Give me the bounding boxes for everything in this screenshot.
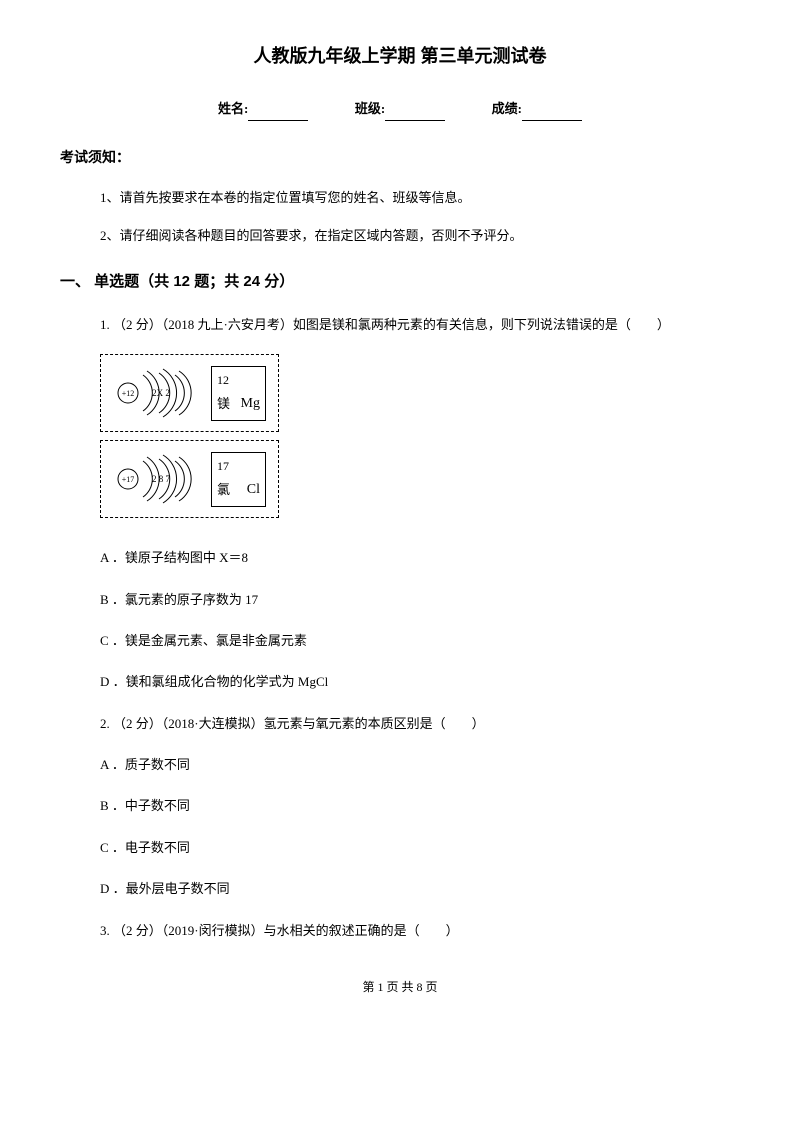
- mg-symbol: Mg: [241, 391, 260, 416]
- svg-text:2 8 7: 2 8 7: [152, 474, 171, 484]
- mg-number: 12: [217, 370, 260, 392]
- q1-figure: +12 2X 2 12 镁 Mg +17: [100, 354, 740, 526]
- instruction-2: 2、请仔细阅读各种题目的回答要求，在指定区域内答题，否则不予评分。: [100, 224, 740, 247]
- q1-option-d: D ．镁和氯组成化合物的化学式为 MgCl: [100, 670, 740, 693]
- q1-option-a: A ．镁原子结构图中 X＝8: [100, 546, 740, 569]
- q1-option-c: C ．镁是金属元素、氯是非金属元素: [100, 629, 740, 652]
- exam-notice-heading: 考试须知：: [60, 146, 740, 171]
- q2-option-d: D ．最外层电子数不同: [100, 877, 740, 900]
- student-info-line: 姓名: 班级: 成绩:: [60, 97, 740, 120]
- class-label: 班级:: [355, 101, 385, 116]
- q1-option-b: B ．氯元素的原子序数为 17: [100, 588, 740, 611]
- page-title: 人教版九年级上学期 第三单元测试卷: [60, 40, 740, 72]
- mg-card: 12 镁 Mg: [211, 366, 266, 421]
- cl-box: +17 2 8 7 17 氯 Cl: [100, 440, 279, 518]
- name-label: 姓名:: [218, 101, 248, 116]
- svg-text:2X 2: 2X 2: [152, 388, 170, 398]
- score-label: 成绩:: [492, 101, 522, 116]
- mg-box: +12 2X 2 12 镁 Mg: [100, 354, 279, 432]
- q2-option-a: A ．质子数不同: [100, 753, 740, 776]
- score-blank[interactable]: [522, 105, 582, 121]
- q3-stem: 3. （2 分）（2019·闵行模拟）与水相关的叙述正确的是（ ）: [100, 919, 740, 942]
- mg-atom-icon: +12 2X 2: [113, 363, 203, 423]
- q2-stem: 2. （2 分）（2018·大连模拟）氢元素与氧元素的本质区别是（ ）: [100, 712, 740, 735]
- q1-stem: 1. （2 分）（2018 九上·六安月考）如图是镁和氯两种元素的有关信息，则下…: [100, 313, 740, 336]
- cl-symbol: Cl: [247, 477, 260, 502]
- class-blank[interactable]: [385, 105, 445, 121]
- section-1-heading: 一、 单选题（共 12 题；共 24 分）: [60, 268, 740, 295]
- svg-text:+12: +12: [122, 389, 135, 398]
- cl-atom-icon: +17 2 8 7: [113, 449, 203, 509]
- cl-number: 17: [217, 456, 260, 478]
- cl-name: 氯: [217, 478, 230, 501]
- q2-option-c: C ．电子数不同: [100, 836, 740, 859]
- name-blank[interactable]: [248, 105, 308, 121]
- instruction-1: 1、请首先按要求在本卷的指定位置填写您的姓名、班级等信息。: [100, 186, 740, 209]
- svg-text:+17: +17: [122, 475, 135, 484]
- mg-name: 镁: [217, 392, 230, 415]
- cl-card: 17 氯 Cl: [211, 452, 266, 507]
- page-footer: 第 1 页 共 8 页: [60, 977, 740, 999]
- q2-option-b: B ．中子数不同: [100, 794, 740, 817]
